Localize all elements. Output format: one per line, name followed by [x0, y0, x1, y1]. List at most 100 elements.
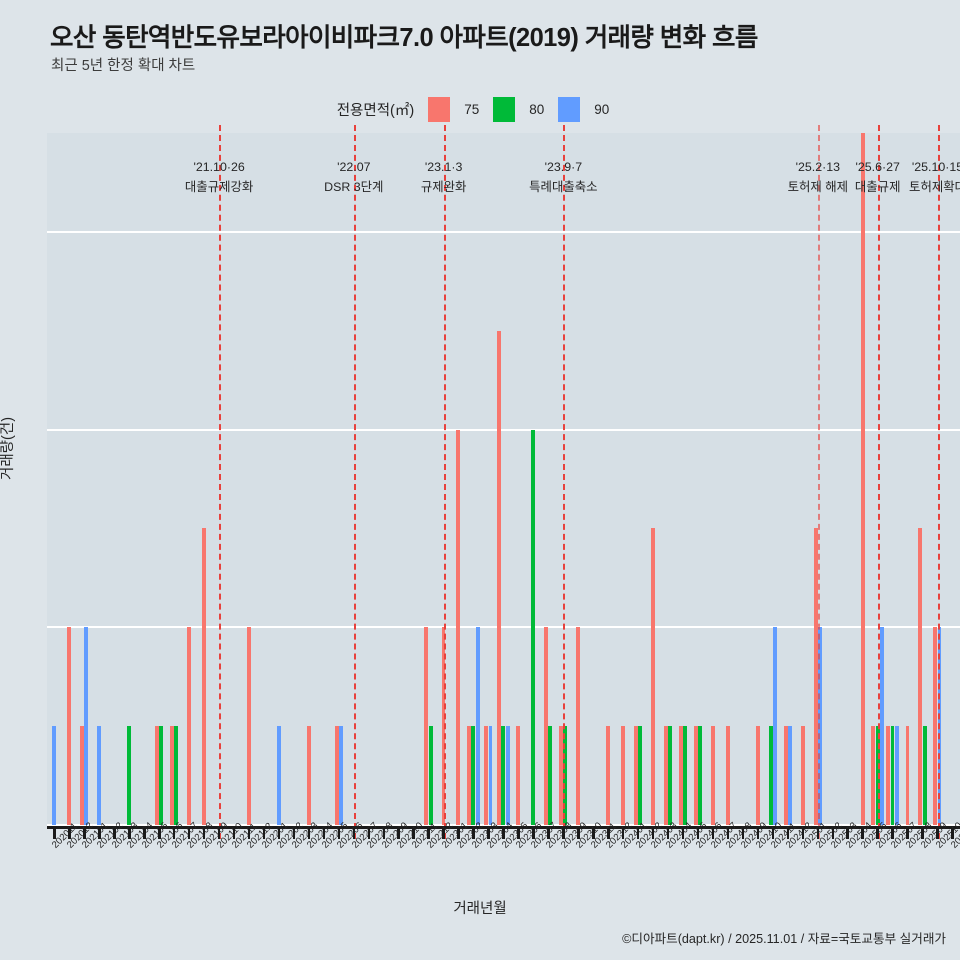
- bar[interactable]: [174, 726, 179, 825]
- bar[interactable]: [484, 726, 489, 825]
- bar[interactable]: [783, 726, 788, 825]
- legend-swatch-75: [428, 96, 451, 122]
- bar[interactable]: [170, 726, 174, 825]
- bar[interactable]: [497, 330, 502, 825]
- bar[interactable]: [488, 726, 493, 825]
- bar[interactable]: [576, 627, 581, 825]
- bar[interactable]: [544, 627, 549, 825]
- x-tick: [577, 828, 580, 839]
- event-name: 토허제 해제: [787, 180, 849, 194]
- chart-legend: 전용면적(㎡) 75 80 90: [0, 95, 960, 123]
- bar[interactable]: [187, 627, 192, 825]
- x-tick: [427, 828, 430, 839]
- event-name: 대출규제: [854, 180, 901, 194]
- bar[interactable]: [505, 726, 510, 825]
- bar[interactable]: [755, 726, 760, 825]
- bar[interactable]: [725, 726, 730, 825]
- x-tick: [891, 828, 894, 839]
- bar[interactable]: [886, 726, 891, 825]
- bar[interactable]: [52, 726, 57, 825]
- event-line-202510: [937, 125, 940, 839]
- bar[interactable]: [246, 627, 251, 825]
- bar[interactable]: [634, 726, 638, 825]
- legend-item-90[interactable]: 90: [558, 96, 609, 122]
- bar[interactable]: [516, 726, 521, 825]
- bar[interactable]: [698, 726, 702, 825]
- gridline-0: [47, 824, 960, 826]
- bar[interactable]: [768, 726, 773, 825]
- bar[interactable]: [159, 726, 164, 825]
- bar[interactable]: [548, 726, 553, 825]
- bar[interactable]: [638, 726, 643, 825]
- bar[interactable]: [127, 726, 132, 825]
- event-line-202506: [877, 125, 880, 839]
- bar[interactable]: [475, 627, 480, 825]
- bar[interactable]: [683, 726, 688, 825]
- bar[interactable]: [894, 726, 899, 825]
- x-tick: [83, 828, 86, 839]
- bar[interactable]: [334, 726, 339, 825]
- bar[interactable]: [651, 528, 655, 825]
- event-name: 특례대출축소: [529, 180, 598, 194]
- bar[interactable]: [276, 726, 281, 825]
- x-tick: [696, 828, 700, 839]
- event-line-202110: [219, 125, 222, 839]
- bar[interactable]: [456, 429, 461, 825]
- bar[interactable]: [905, 726, 910, 825]
- bar[interactable]: [441, 627, 446, 825]
- bar[interactable]: [531, 429, 536, 825]
- bar[interactable]: [871, 726, 876, 825]
- bar[interactable]: [306, 726, 311, 825]
- bar[interactable]: [84, 627, 89, 825]
- x-tick: [666, 828, 670, 839]
- bar[interactable]: [621, 726, 626, 825]
- bar[interactable]: [813, 528, 818, 825]
- bar[interactable]: [80, 726, 85, 825]
- legend-label-80: 80: [529, 101, 545, 117]
- event-label-202110: '21.10·26 대출규제강화: [185, 157, 253, 197]
- bar[interactable]: [787, 726, 792, 825]
- bar[interactable]: [155, 726, 159, 825]
- bar[interactable]: [678, 726, 683, 825]
- event-line-202309: [563, 125, 566, 839]
- x-tick: [726, 828, 730, 839]
- bar[interactable]: [693, 726, 698, 825]
- bar[interactable]: [471, 726, 476, 825]
- bar[interactable]: [879, 627, 884, 825]
- legend-swatch-90: [558, 96, 581, 122]
- x-tick: [846, 828, 849, 839]
- x-tick: [771, 828, 775, 839]
- x-tick: [187, 828, 191, 839]
- bar[interactable]: [800, 726, 805, 825]
- bar[interactable]: [424, 627, 429, 825]
- bar[interactable]: [922, 726, 927, 825]
- bar[interactable]: [467, 726, 472, 825]
- event-line-202301: [443, 125, 446, 839]
- bar[interactable]: [202, 528, 206, 825]
- legend-item-75[interactable]: 75: [428, 96, 479, 122]
- bar[interactable]: [772, 627, 777, 825]
- bar[interactable]: [97, 726, 102, 825]
- legend-item-80[interactable]: 80: [493, 96, 545, 122]
- x-tick: [532, 828, 535, 839]
- bar[interactable]: [428, 726, 433, 825]
- bar[interactable]: [663, 726, 668, 825]
- bar[interactable]: [890, 726, 895, 825]
- bar[interactable]: [67, 627, 72, 825]
- x-tick: [158, 828, 161, 839]
- x-tick: [651, 828, 655, 839]
- bar[interactable]: [606, 726, 611, 825]
- bar[interactable]: [501, 726, 506, 825]
- bar[interactable]: [559, 726, 564, 825]
- x-tick: [337, 828, 341, 839]
- bar[interactable]: [918, 528, 923, 825]
- bar[interactable]: [933, 627, 938, 825]
- bar[interactable]: [338, 726, 343, 825]
- event-name: DSR 3단계: [324, 180, 384, 194]
- bar[interactable]: [710, 726, 715, 825]
- legend-swatch-80: [493, 96, 516, 122]
- bar[interactable]: [860, 133, 865, 825]
- bar[interactable]: [668, 726, 673, 825]
- bar[interactable]: [875, 726, 880, 825]
- plot-area: [47, 125, 960, 839]
